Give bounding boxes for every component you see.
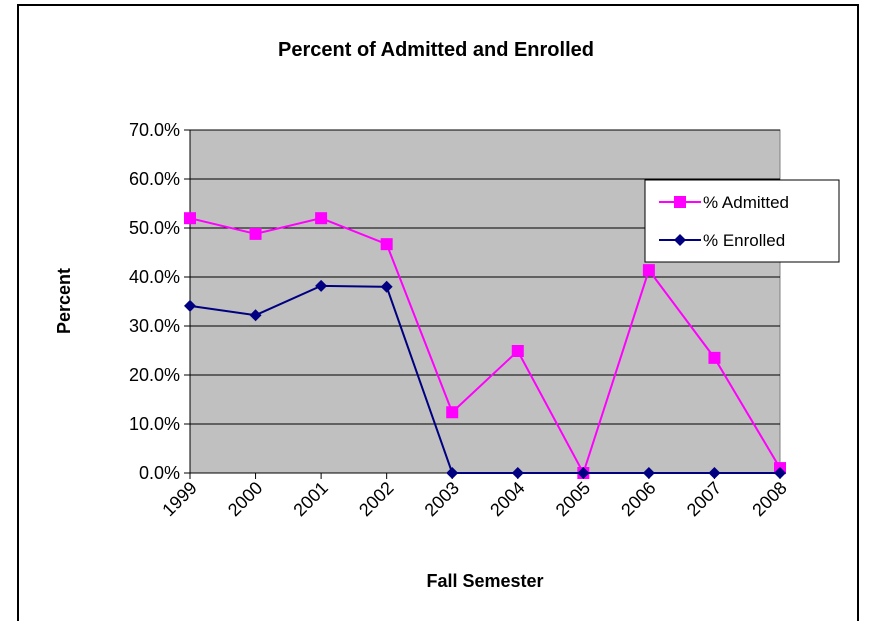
marker — [446, 406, 459, 419]
marker — [708, 467, 721, 479]
y-axis-title: Percent — [54, 268, 74, 334]
marker — [184, 212, 196, 225]
y-tick-label: 0.0% — [139, 463, 180, 483]
y-tick-label: 70.0% — [129, 120, 180, 140]
chart-title: Percent of Admitted and Enrolled — [278, 39, 594, 61]
y-tick-label: 40.0% — [129, 267, 180, 287]
marker — [249, 309, 262, 322]
marker — [315, 279, 328, 292]
y-tick-label: 10.0% — [129, 414, 180, 434]
y-tick-label: 20.0% — [129, 365, 180, 385]
legend-label: % Admitted — [703, 193, 789, 212]
x-axis-title: Fall Semester — [426, 571, 543, 591]
marker — [184, 299, 196, 312]
legend-marker — [674, 196, 686, 208]
y-tick-label: 30.0% — [129, 316, 180, 336]
y-tick-label: 50.0% — [129, 218, 180, 238]
marker — [577, 467, 590, 479]
marker — [511, 344, 524, 357]
marker — [511, 467, 524, 479]
marker — [642, 264, 655, 277]
marker — [642, 467, 655, 479]
line — [189, 217, 781, 476]
marker — [380, 238, 393, 251]
legend — [644, 179, 840, 263]
marker — [315, 212, 328, 225]
line — [189, 284, 780, 474]
legend-marker — [674, 234, 686, 246]
marker — [380, 280, 393, 293]
marker — [249, 227, 262, 240]
marker — [446, 467, 459, 479]
legend-label: % Enrolled — [703, 231, 785, 250]
marker — [708, 351, 721, 364]
y-tick-label: 60.0% — [129, 169, 180, 189]
marker — [774, 467, 786, 479]
